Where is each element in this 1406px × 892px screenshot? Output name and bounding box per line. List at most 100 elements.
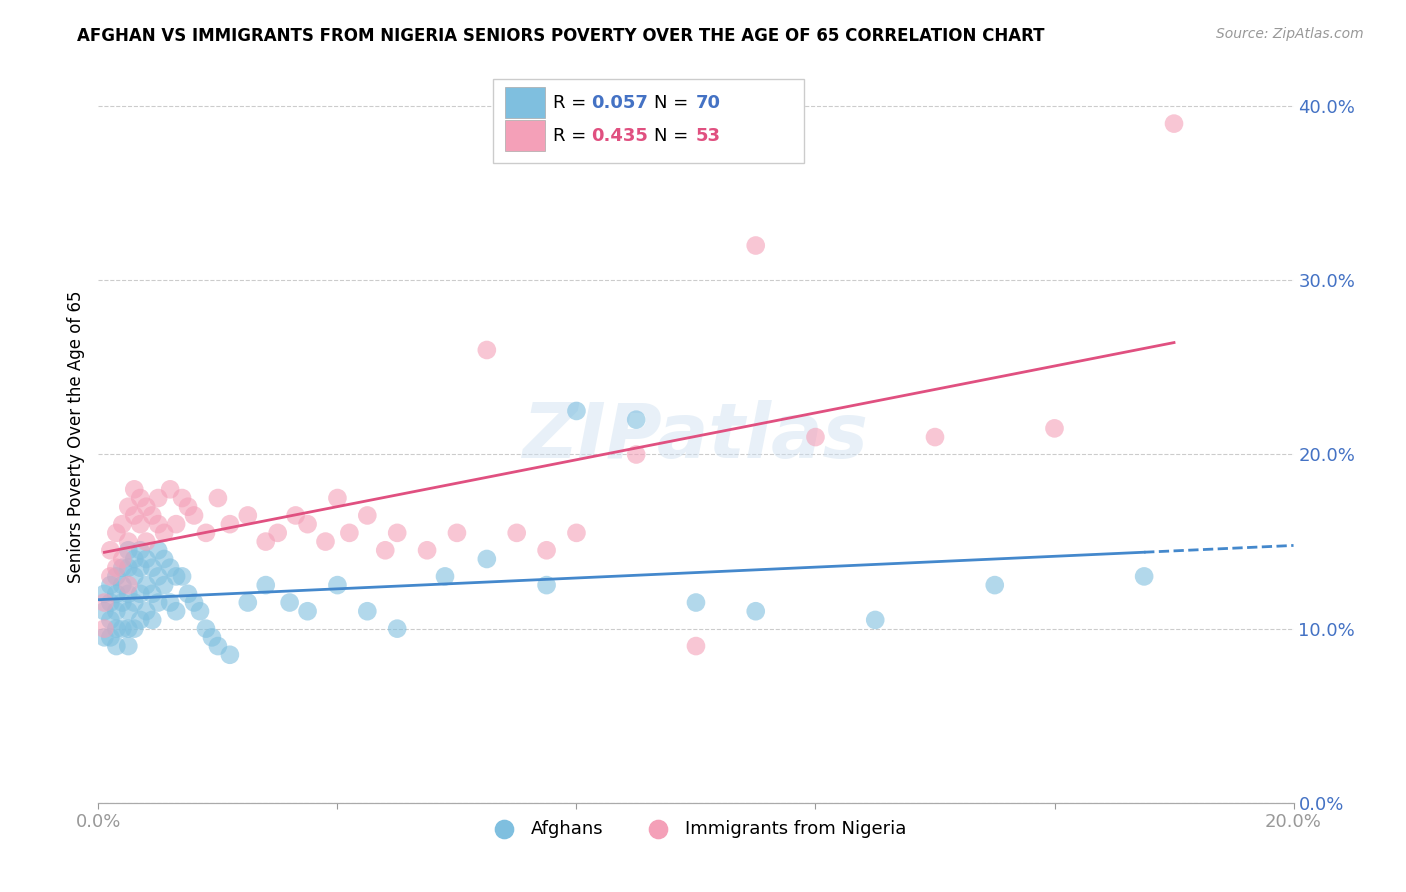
Point <box>105 587 128 601</box>
Text: R =: R = <box>553 94 592 112</box>
Point <box>165 604 187 618</box>
Point <box>267 525 290 540</box>
Text: 0.435: 0.435 <box>591 127 648 145</box>
Point <box>148 569 170 583</box>
Point <box>93 631 115 645</box>
Point <box>129 491 152 505</box>
Point <box>117 587 139 601</box>
Point <box>1163 117 1185 131</box>
Text: N =: N = <box>654 94 695 112</box>
Point <box>297 604 319 618</box>
Point <box>98 543 122 558</box>
Point <box>135 604 157 618</box>
Point <box>148 543 170 558</box>
Point <box>356 604 378 618</box>
Point <box>111 517 134 532</box>
Point <box>201 631 224 645</box>
Point <box>254 578 277 592</box>
Point <box>475 552 498 566</box>
Point <box>745 238 768 252</box>
Point <box>326 491 349 505</box>
Point <box>565 404 588 418</box>
Point <box>141 560 163 574</box>
Point <box>111 552 134 566</box>
Point <box>117 500 139 514</box>
Point <box>117 560 139 574</box>
Point <box>148 595 170 609</box>
FancyBboxPatch shape <box>505 87 546 118</box>
Point <box>124 508 146 523</box>
Text: ZIPatlas: ZIPatlas <box>523 401 869 474</box>
Point <box>385 525 409 540</box>
Point <box>153 578 176 592</box>
Point <box>141 508 163 523</box>
Point <box>93 604 115 618</box>
Point <box>165 517 187 532</box>
Point <box>385 622 409 636</box>
FancyBboxPatch shape <box>505 120 546 151</box>
Point <box>188 604 211 618</box>
Point <box>124 622 146 636</box>
Point <box>98 569 122 583</box>
Point <box>111 578 134 592</box>
Point <box>98 631 122 645</box>
Point <box>536 543 558 558</box>
Point <box>124 595 146 609</box>
Point <box>434 569 457 583</box>
Point <box>924 430 946 444</box>
Point <box>129 613 152 627</box>
Point <box>685 639 707 653</box>
Point <box>165 569 187 583</box>
Point <box>98 595 122 609</box>
Point <box>105 560 128 574</box>
Point <box>98 613 122 627</box>
Point <box>153 552 176 566</box>
Point <box>129 587 152 601</box>
Point <box>236 595 259 609</box>
Point <box>278 595 301 609</box>
Text: AFGHAN VS IMMIGRANTS FROM NIGERIA SENIORS POVERTY OVER THE AGE OF 65 CORRELATION: AFGHAN VS IMMIGRANTS FROM NIGERIA SENIOR… <box>77 27 1045 45</box>
Text: R =: R = <box>553 127 592 145</box>
Point <box>124 569 146 583</box>
Point <box>1133 569 1156 583</box>
Point <box>117 534 139 549</box>
Point <box>219 517 242 532</box>
Point <box>374 543 396 558</box>
Point <box>135 500 157 514</box>
Point <box>111 622 134 636</box>
Point <box>141 587 163 601</box>
Y-axis label: Seniors Poverty Over the Age of 65: Seniors Poverty Over the Age of 65 <box>66 291 84 583</box>
Point <box>195 622 218 636</box>
Point <box>297 517 319 532</box>
Point <box>172 569 194 583</box>
Point <box>506 525 529 540</box>
Point <box>105 525 128 540</box>
Point <box>195 525 218 540</box>
FancyBboxPatch shape <box>494 78 804 163</box>
Point <box>1043 421 1066 435</box>
Point <box>93 587 115 601</box>
Point <box>117 639 139 653</box>
Legend: Afghans, Immigrants from Nigeria: Afghans, Immigrants from Nigeria <box>478 813 914 845</box>
Point <box>105 622 128 636</box>
Point <box>626 412 648 426</box>
Point <box>284 508 307 523</box>
Point <box>98 578 122 592</box>
Point <box>129 543 152 558</box>
Point <box>685 595 707 609</box>
Point <box>111 560 134 574</box>
Point <box>254 534 277 549</box>
Point <box>865 613 887 627</box>
Point <box>159 483 181 497</box>
Point <box>148 517 170 532</box>
Point <box>177 500 200 514</box>
Point <box>135 552 157 566</box>
Point <box>148 491 170 505</box>
Point <box>804 430 827 444</box>
Point <box>129 560 152 574</box>
Point <box>135 534 157 549</box>
Point <box>105 569 128 583</box>
Point <box>111 595 134 609</box>
Point <box>117 578 139 592</box>
Point <box>236 508 259 523</box>
